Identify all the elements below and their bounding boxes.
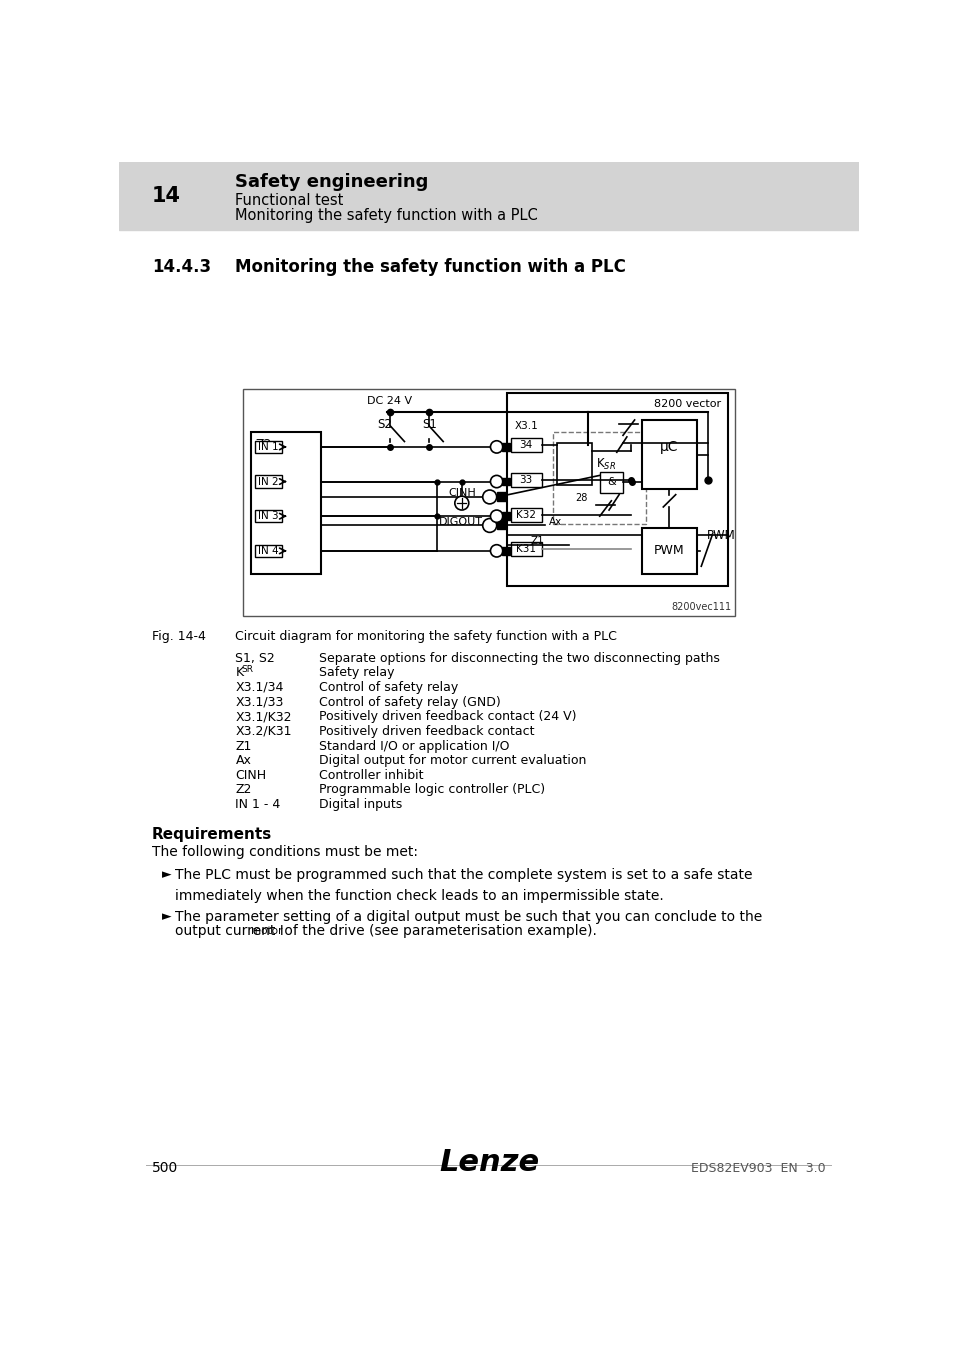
Text: Digital output for motor current evaluation: Digital output for motor current evaluat…	[319, 755, 586, 767]
Text: IN 1: IN 1	[257, 441, 278, 452]
Bar	[254, 544, 282, 558]
Text: Functional test: Functional test	[235, 193, 343, 208]
Text: The following conditions must be met:: The following conditions must be met:	[152, 845, 417, 859]
Bar	[497, 521, 505, 529]
Circle shape	[490, 510, 502, 522]
Bar	[497, 493, 505, 501]
Bar	[501, 513, 509, 520]
Circle shape	[490, 475, 502, 487]
Bar	[553, 432, 645, 524]
Text: X3.1: X3.1	[514, 421, 537, 431]
Text: DIGOUT: DIGOUT	[438, 517, 482, 526]
Text: K$_{SR}$: K$_{SR}$	[596, 458, 616, 472]
Text: Requirements: Requirements	[152, 826, 272, 841]
Text: The parameter setting of a digital output must be such that you can conclude to : The parameter setting of a digital outpu…	[174, 910, 761, 925]
Text: Control of safety relay (GND): Control of safety relay (GND)	[319, 695, 500, 709]
Text: K31: K31	[516, 544, 536, 555]
Text: Positively driven feedback contact: Positively driven feedback contact	[319, 725, 534, 738]
Text: Circuit diagram for monitoring the safety function with a PLC: Circuit diagram for monitoring the safet…	[235, 630, 617, 643]
Text: PWM: PWM	[706, 529, 735, 541]
Circle shape	[482, 490, 497, 504]
Bar	[510, 508, 541, 521]
Bar	[641, 528, 696, 574]
Text: Monitoring the safety function with a PLC: Monitoring the safety function with a PL…	[235, 208, 537, 223]
Text: Ax: Ax	[549, 517, 562, 526]
Text: 500: 500	[152, 1161, 178, 1174]
Text: CINH: CINH	[235, 768, 266, 782]
Text: output current I: output current I	[174, 925, 283, 938]
Bar	[251, 432, 320, 574]
Text: Standard I/O or application I/O: Standard I/O or application I/O	[319, 740, 509, 752]
Text: Fig. 14-4: Fig. 14-4	[152, 630, 206, 643]
Bar	[119, 162, 858, 230]
Text: motor: motor	[251, 926, 282, 936]
Text: Monitoring the safety function with a PLC: Monitoring the safety function with a PL…	[235, 258, 626, 277]
Bar	[599, 471, 622, 493]
Text: S1, S2: S1, S2	[235, 652, 275, 664]
Bar	[641, 420, 696, 489]
Text: Ax: Ax	[235, 755, 251, 767]
Text: S2: S2	[376, 418, 392, 432]
Bar	[501, 443, 509, 451]
Text: Z2: Z2	[235, 783, 252, 796]
Bar	[510, 543, 541, 556]
Text: EDS82EV903  EN  3.0: EDS82EV903 EN 3.0	[691, 1161, 825, 1174]
Text: X3.2/K31: X3.2/K31	[235, 725, 292, 738]
Circle shape	[490, 544, 502, 558]
Text: SR: SR	[241, 664, 253, 674]
Text: DC 24 V: DC 24 V	[367, 396, 412, 406]
Text: X3.1/34: X3.1/34	[235, 680, 284, 694]
Bar	[501, 547, 509, 555]
Text: Separate options for disconnecting the two disconnecting paths: Separate options for disconnecting the t…	[319, 652, 720, 664]
Text: 8200 vector: 8200 vector	[654, 400, 720, 409]
Text: Control of safety relay: Control of safety relay	[319, 680, 458, 694]
Bar	[506, 393, 727, 586]
Text: µC: µC	[659, 440, 678, 454]
Text: Z1: Z1	[235, 740, 252, 752]
Bar	[510, 472, 541, 487]
Text: Positively driven feedback contact (24 V): Positively driven feedback contact (24 V…	[319, 710, 577, 724]
Text: Z1: Z1	[530, 536, 544, 545]
Text: CINH: CINH	[448, 489, 476, 498]
Bar	[557, 443, 592, 486]
Bar	[501, 478, 509, 486]
Text: 14.4.3: 14.4.3	[152, 258, 211, 277]
Bar	[510, 439, 541, 452]
Text: X3.1/33: X3.1/33	[235, 695, 284, 709]
Text: Z2: Z2	[255, 437, 272, 451]
Bar	[254, 475, 282, 487]
Text: IN 4: IN 4	[257, 545, 278, 556]
Text: &: &	[606, 478, 615, 487]
Circle shape	[490, 440, 502, 454]
Circle shape	[482, 518, 497, 532]
Bar	[243, 389, 735, 617]
Text: K: K	[235, 667, 243, 679]
Text: of the drive (see parameterisation example).: of the drive (see parameterisation examp…	[279, 925, 596, 938]
Circle shape	[455, 497, 468, 510]
Text: K32: K32	[516, 510, 536, 520]
Text: Controller inhibit: Controller inhibit	[319, 768, 423, 782]
Text: 28: 28	[576, 494, 587, 504]
Text: PWM: PWM	[654, 544, 684, 558]
Text: 34: 34	[519, 440, 532, 451]
Text: X3.1/K32: X3.1/K32	[235, 710, 292, 724]
Bar	[254, 510, 282, 522]
Text: Lenze: Lenze	[438, 1148, 538, 1177]
Text: Safety relay: Safety relay	[319, 667, 395, 679]
Text: Digital inputs: Digital inputs	[319, 798, 402, 811]
Text: The PLC must be programmed such that the complete system is set to a safe state
: The PLC must be programmed such that the…	[174, 868, 752, 903]
Text: 8200vec111: 8200vec111	[671, 602, 731, 613]
Bar	[254, 440, 282, 454]
Text: Safety engineering: Safety engineering	[235, 173, 429, 190]
Text: 14: 14	[152, 186, 181, 207]
Text: IN 2: IN 2	[257, 477, 278, 486]
Text: S1: S1	[421, 418, 436, 432]
Text: ►: ►	[162, 868, 172, 882]
Text: IN 3: IN 3	[257, 512, 278, 521]
Text: ►: ►	[162, 910, 172, 923]
Text: Programmable logic controller (PLC): Programmable logic controller (PLC)	[319, 783, 545, 796]
Text: 33: 33	[519, 475, 532, 485]
Text: IN 1 - 4: IN 1 - 4	[235, 798, 280, 811]
